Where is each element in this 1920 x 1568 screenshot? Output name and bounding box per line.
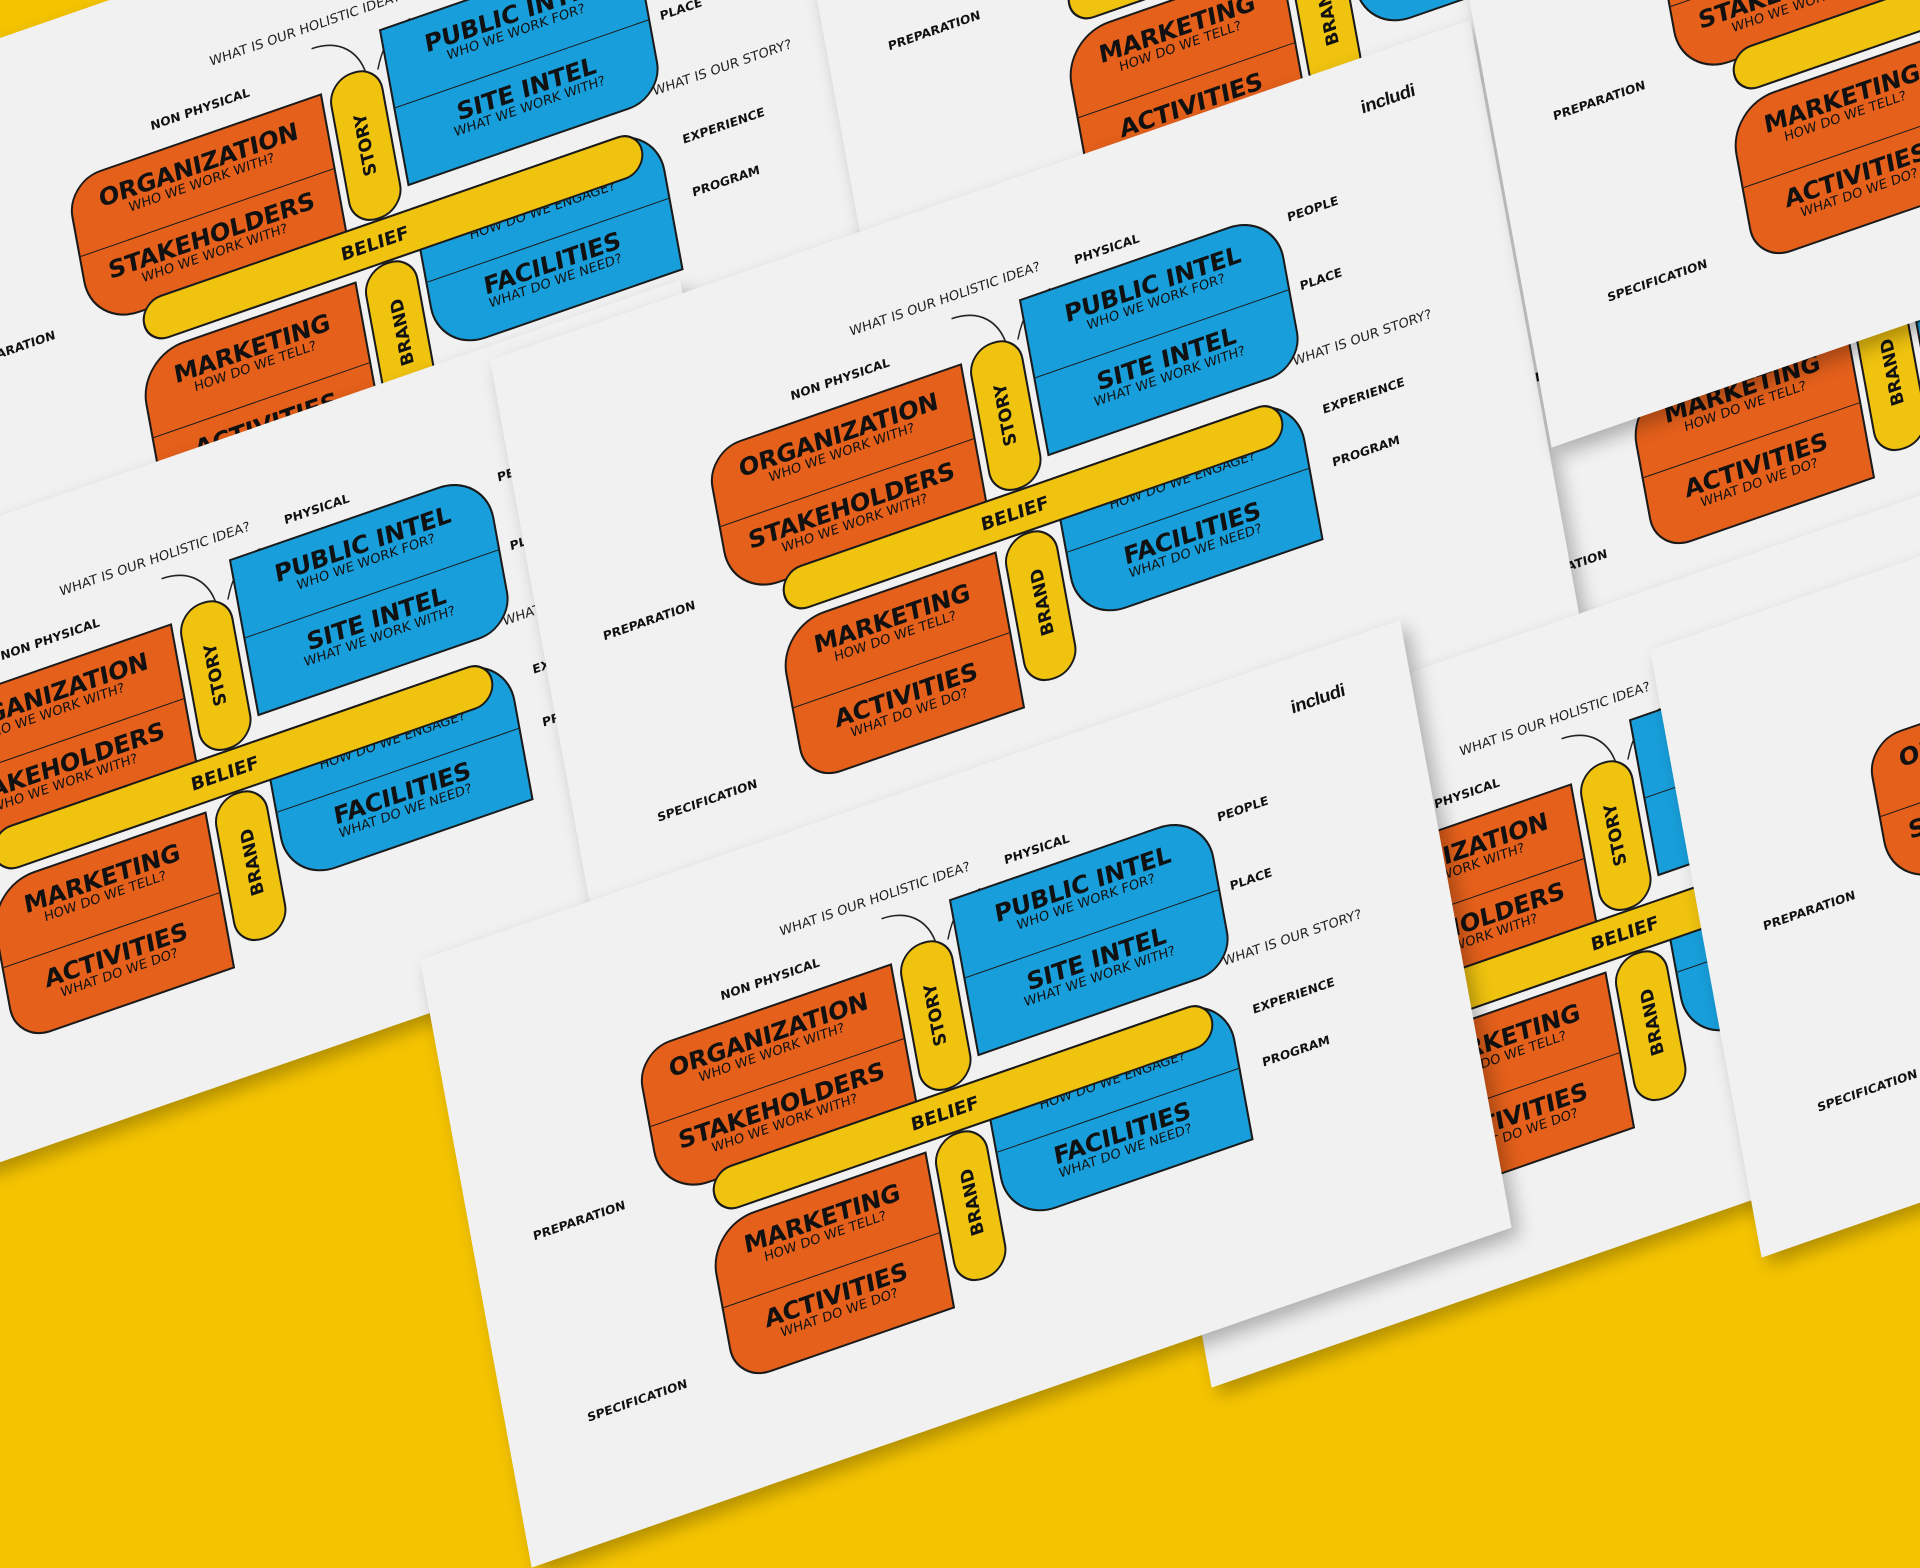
organization-block: ORGANIZATION WHO WE WORK WITH? (1870, 669, 1920, 794)
axis-experience: EXPERIENCE (1251, 974, 1336, 1017)
axis-preparation: PREPARATION (602, 597, 697, 644)
axis-program: PROGRAM (1261, 1032, 1331, 1070)
axis-preparation: PREPARATION (1552, 77, 1647, 124)
axis-program: PROGRAM (691, 162, 761, 200)
brand-label: BRAND (957, 1165, 989, 1239)
story-label: STORY (920, 980, 952, 1049)
brand-label: BRAND (1877, 335, 1909, 409)
brand-label: BRAND (237, 825, 269, 899)
wing-top-left: ORGANIZATION WHO WE WORK WITH? STAKEHOLD… (1865, 653, 1920, 890)
story-label: STORY (350, 110, 382, 179)
diagram-card: includi WHAT IS OUR HOLISTIC IDEA? PHYSI… (420, 620, 1512, 1568)
diagram-card: includi WHAT IS OUR HOLISTIC IDEA? PHYSI… (0, 0, 942, 698)
diagram-card: includi WHAT IS OUR HOLISTIC IDEA? PHYSI… (490, 20, 1582, 968)
story-label: STORY (200, 640, 232, 709)
axis-specification: SPECIFICATION (586, 1376, 689, 1425)
brand-label: BRAND (1312, 0, 1344, 49)
story-question: WHAT IS OUR STORY? (651, 36, 793, 100)
axis-people: PEOPLE (1286, 193, 1340, 225)
axis-specification: SPECIFICATION (1606, 256, 1709, 305)
axis-preparation: PREPARATION (532, 1197, 627, 1244)
story-question: WHAT IS OUR STORY? (1221, 906, 1363, 970)
brand-label: BRAND (1637, 985, 1669, 1059)
axis-place: PLACE (1228, 865, 1274, 894)
axis-preparation: PREPARATION (0, 327, 57, 374)
organization-title: ORGANIZATION (1896, 676, 1920, 774)
diagram-card: includi WHAT IS OUR HOLISTIC IDEA? PHYSI… (0, 280, 792, 1228)
story-question: WHAT IS OUR STORY? (1291, 306, 1433, 370)
includi-logo: includi (1359, 79, 1417, 118)
brand-label: BRAND (1027, 565, 1059, 639)
brand-label: BRAND (387, 295, 419, 369)
axis-preparation: PREPARATION (887, 7, 982, 54)
includi-logo: includi (1289, 679, 1347, 718)
story-label: STORY (990, 380, 1022, 449)
axis-place: PLACE (1298, 265, 1344, 294)
axis-program: PROGRAM (1331, 432, 1401, 470)
axis-specification: SPECIFICATION (656, 776, 759, 825)
axis-experience: EXPERIENCE (1321, 374, 1406, 417)
axis-preparation: PREPARATION (1762, 887, 1857, 934)
axis-experience: EXPERIENCE (681, 104, 766, 147)
story-label: STORY (1600, 800, 1632, 869)
axis-specification: SPECIFICATION (1816, 1066, 1919, 1115)
axis-people: PEOPLE (1216, 793, 1270, 825)
diagram-card: includi WHAT IS OUR HOLISTIC IDEA? PHYSI… (1100, 440, 1920, 1388)
axis-place: PLACE (658, 0, 704, 24)
